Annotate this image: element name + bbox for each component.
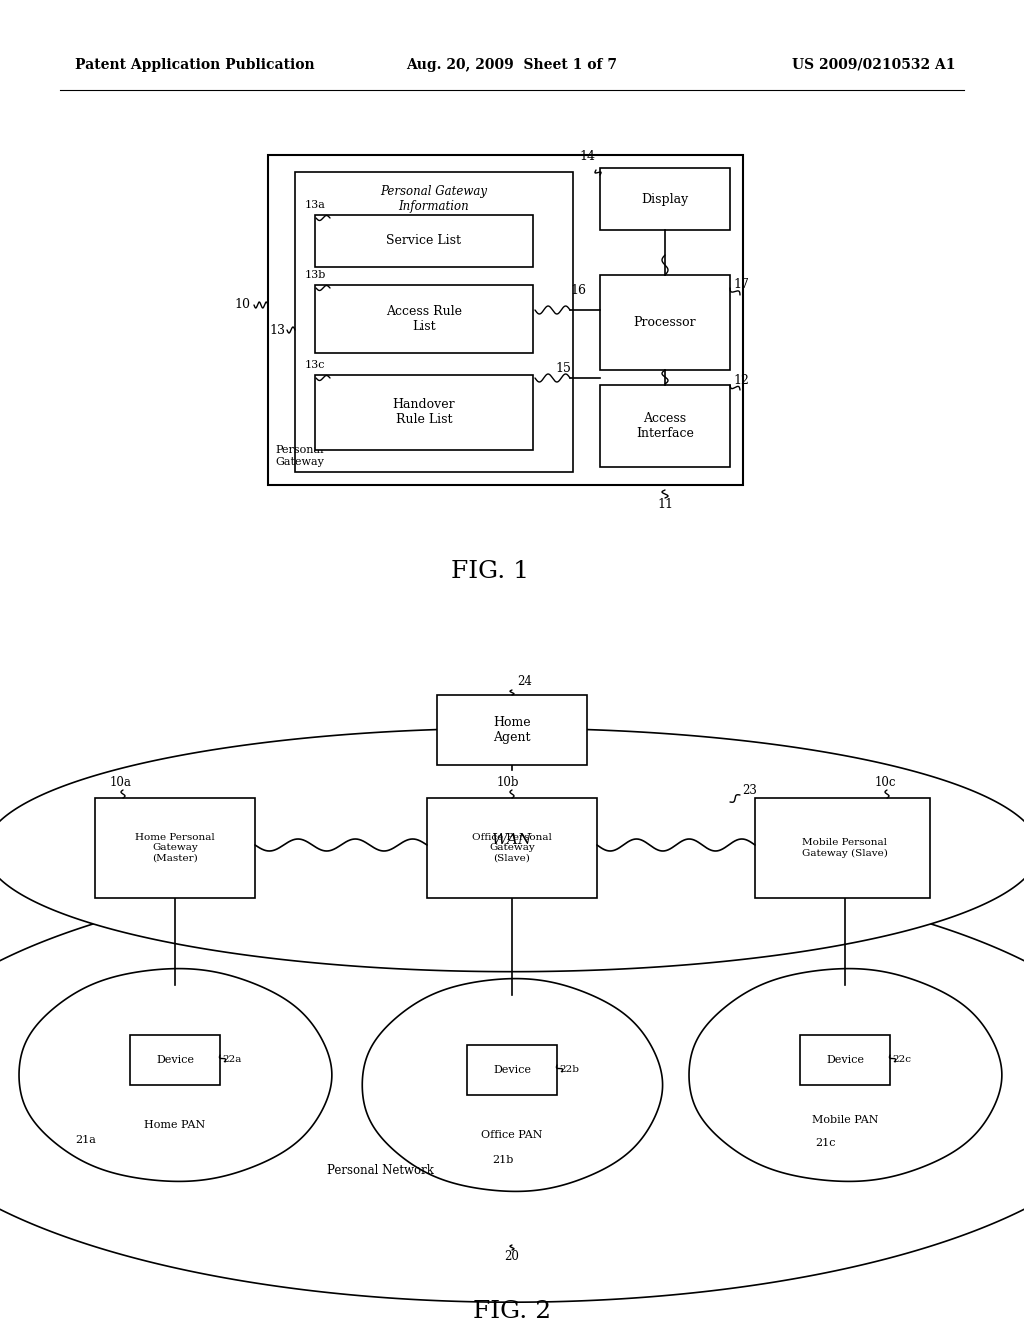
Polygon shape <box>362 978 663 1192</box>
Text: Device: Device <box>493 1065 531 1074</box>
Text: 13: 13 <box>269 323 285 337</box>
Text: Access Rule
List: Access Rule List <box>386 305 462 333</box>
Text: Device: Device <box>826 1055 864 1065</box>
Bar <box>130 1035 220 1085</box>
Text: Aug. 20, 2009  Sheet 1 of 7: Aug. 20, 2009 Sheet 1 of 7 <box>407 58 617 73</box>
Text: 10c: 10c <box>874 776 896 789</box>
Text: Office Personal
Gateway
(Slave): Office Personal Gateway (Slave) <box>472 833 552 863</box>
Text: 15: 15 <box>555 362 570 375</box>
Bar <box>600 385 730 467</box>
Polygon shape <box>689 969 1001 1181</box>
Text: FIG. 1: FIG. 1 <box>451 560 529 583</box>
Polygon shape <box>0 867 1024 1303</box>
Text: Home PAN: Home PAN <box>144 1119 206 1130</box>
Text: Service List: Service List <box>386 235 462 248</box>
Text: 21c: 21c <box>815 1138 836 1148</box>
Bar <box>315 375 534 450</box>
Text: 10a: 10a <box>110 776 132 789</box>
Text: Patent Application Publication: Patent Application Publication <box>75 58 314 73</box>
Bar <box>295 172 573 473</box>
Bar <box>755 799 930 898</box>
Text: 12: 12 <box>733 374 749 387</box>
Text: Handover
Rule List: Handover Rule List <box>392 399 456 426</box>
Text: Home Personal
Gateway
(Master): Home Personal Gateway (Master) <box>135 833 215 863</box>
Text: FIG. 2: FIG. 2 <box>473 1300 551 1320</box>
Text: 21b: 21b <box>492 1155 513 1166</box>
Bar <box>800 1035 890 1085</box>
Text: Access
Interface: Access Interface <box>636 412 694 440</box>
Text: Device: Device <box>156 1055 194 1065</box>
Text: Personal Network: Personal Network <box>327 1163 433 1176</box>
Text: 13c: 13c <box>305 360 326 370</box>
Text: Processor: Processor <box>634 315 696 329</box>
Text: WAN: WAN <box>493 833 531 847</box>
Text: Home
Agent: Home Agent <box>494 715 530 744</box>
Bar <box>437 696 587 766</box>
Text: 20: 20 <box>505 1250 519 1263</box>
Text: Office PAN: Office PAN <box>481 1130 543 1140</box>
Polygon shape <box>19 969 332 1181</box>
Bar <box>268 154 743 484</box>
Text: 13b: 13b <box>305 271 327 280</box>
Text: Personal Gateway
Information: Personal Gateway Information <box>381 185 487 213</box>
Text: Mobile PAN: Mobile PAN <box>812 1115 879 1125</box>
Text: 22a: 22a <box>222 1056 242 1064</box>
Bar <box>427 799 597 898</box>
Bar <box>600 275 730 370</box>
Text: 13a: 13a <box>305 201 326 210</box>
Text: 22b: 22b <box>559 1065 579 1074</box>
Text: 17: 17 <box>733 279 749 292</box>
Polygon shape <box>0 729 1024 972</box>
Text: 10b: 10b <box>497 776 519 789</box>
Text: Personal
Gateway: Personal Gateway <box>275 445 324 466</box>
Bar <box>95 799 255 898</box>
Text: Display: Display <box>641 193 688 206</box>
Text: 23: 23 <box>742 784 757 796</box>
Text: Mobile Personal
Gateway (Slave): Mobile Personal Gateway (Slave) <box>802 838 888 858</box>
Bar <box>315 215 534 267</box>
Text: 21a: 21a <box>75 1135 96 1144</box>
Text: US 2009/0210532 A1: US 2009/0210532 A1 <box>792 58 955 73</box>
Text: 22c: 22c <box>892 1056 911 1064</box>
Text: 11: 11 <box>657 498 673 511</box>
Bar <box>467 1045 557 1096</box>
Text: 14: 14 <box>579 150 595 162</box>
Text: 16: 16 <box>570 284 586 297</box>
Bar <box>600 168 730 230</box>
Text: 10: 10 <box>234 298 250 312</box>
Text: 24: 24 <box>517 675 531 688</box>
Bar <box>315 285 534 352</box>
